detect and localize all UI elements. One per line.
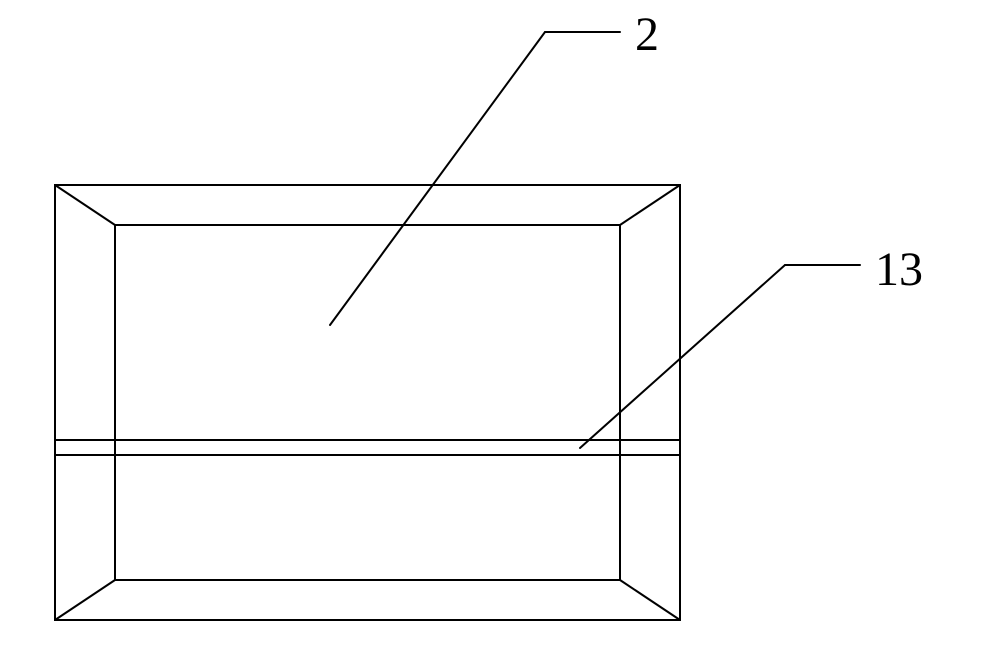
leader-2-diag — [330, 32, 545, 325]
corner-bl — [55, 580, 115, 620]
callout-label-2: 2 — [635, 7, 659, 62]
outer-rect — [55, 185, 680, 620]
corner-tr — [620, 185, 680, 225]
callout-label-13: 13 — [875, 242, 923, 297]
technical-drawing — [0, 0, 1000, 657]
inner-rect — [115, 225, 620, 580]
corner-br — [620, 580, 680, 620]
corner-tl — [55, 185, 115, 225]
leader-13-diag — [580, 265, 785, 448]
